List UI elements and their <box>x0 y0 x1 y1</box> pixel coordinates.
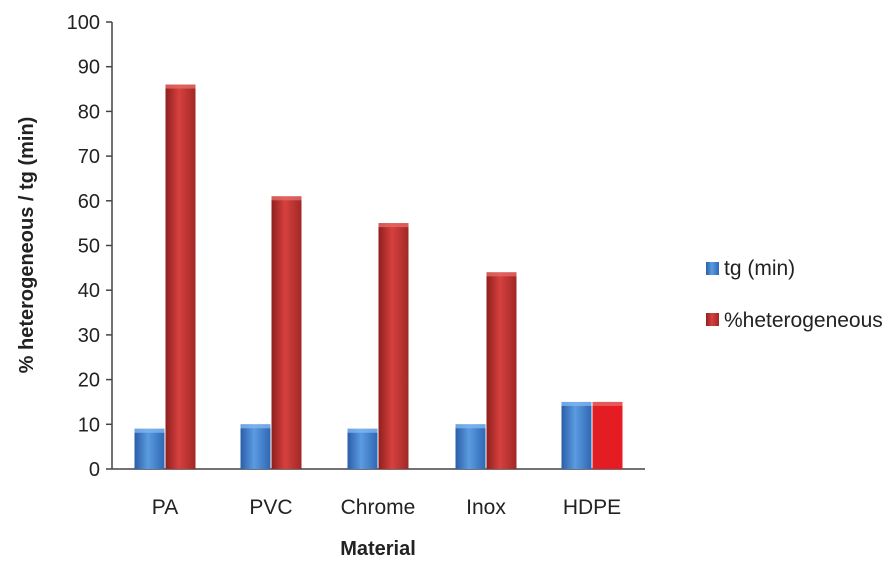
y-tick-label: 80 <box>78 101 100 123</box>
x-tick-label: HDPE <box>563 496 621 519</box>
bar-cap <box>455 424 486 429</box>
bar-heterogeneous-inox <box>486 272 517 469</box>
legend-swatch-tg <box>706 262 719 275</box>
y-tick-label: 70 <box>78 146 100 168</box>
x-axis-title: Material <box>340 538 416 560</box>
y-tick-label: 60 <box>78 191 100 213</box>
legend-label-tg: tg (min) <box>724 257 795 280</box>
y-axis-title: % heterogeneous / tg (min) <box>16 117 38 374</box>
y-tick-label: 0 <box>89 459 100 481</box>
bar-cap <box>486 272 517 277</box>
bar-cap <box>378 223 409 228</box>
y-tick-label: 10 <box>78 414 100 436</box>
y-ticks: 0 10 20 30 40 50 60 70 80 90 100 <box>67 12 112 481</box>
bar-cap <box>561 401 592 406</box>
x-tick-labels: PA PVC Chrome Inox HDPE <box>152 496 621 519</box>
bar-heterogeneous-pa <box>165 84 196 469</box>
bar-cap <box>240 424 271 429</box>
x-tick-label: Inox <box>466 496 506 519</box>
bar-tg-pa <box>134 428 165 469</box>
legend: tg (min) %heterogeneous <box>706 257 883 332</box>
x-tick-label: PVC <box>249 496 292 519</box>
x-tick-label: PA <box>152 496 178 519</box>
bar-cap <box>347 428 378 433</box>
bar-tg-pvc <box>240 424 271 469</box>
y-tick-label: 90 <box>78 57 100 79</box>
y-tick-label: 20 <box>78 370 100 392</box>
bar-tg-hdpe <box>561 401 592 469</box>
y-tick-label: 40 <box>78 280 100 302</box>
bar-heterogeneous-hdpe <box>592 401 623 469</box>
legend-swatch-heterogeneous <box>706 313 719 326</box>
bar-cap <box>134 428 165 433</box>
bar-cap <box>592 401 623 406</box>
y-tick-label: 30 <box>78 325 100 347</box>
bar-cap <box>271 196 302 201</box>
x-tick-label: Chrome <box>341 496 416 519</box>
bars <box>134 84 623 469</box>
legend-label-heterogeneous: %heterogeneous <box>724 309 883 332</box>
bar-heterogeneous-chrome <box>378 223 409 469</box>
y-tick-label: 50 <box>78 236 100 258</box>
y-tick-label: 100 <box>67 12 100 34</box>
bar-tg-chrome <box>347 428 378 469</box>
bar-heterogeneous-pvc <box>271 196 302 469</box>
bar-tg-inox <box>455 424 486 469</box>
bar-cap <box>165 84 196 89</box>
